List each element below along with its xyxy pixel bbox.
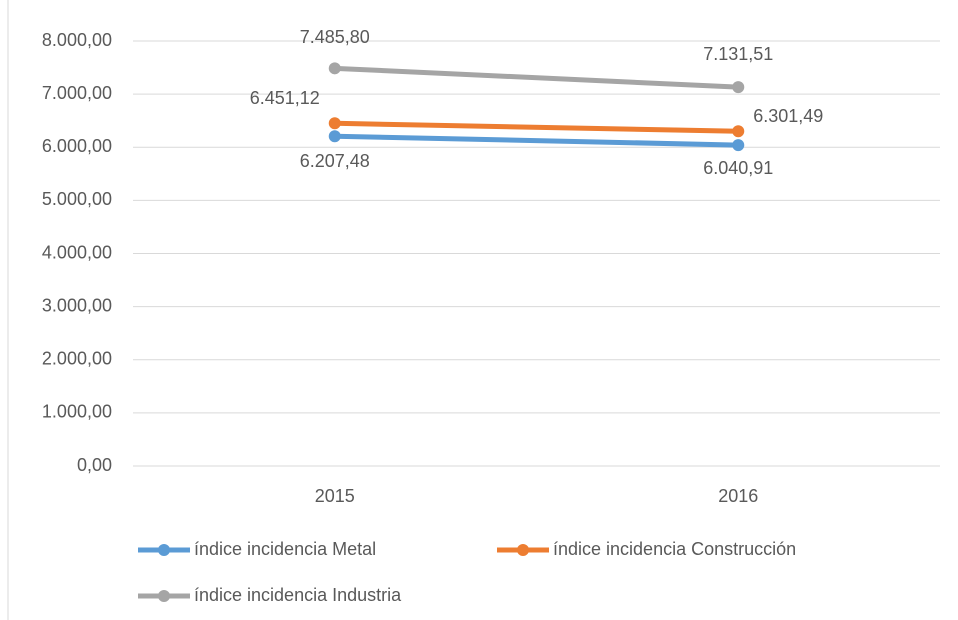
y-tick-label: 7.000,00 — [42, 83, 112, 103]
y-tick-label: 3.000,00 — [42, 295, 112, 315]
y-tick-label: 1.000,00 — [42, 402, 112, 422]
data-point — [732, 139, 745, 152]
data-label: 6.207,48 — [300, 151, 370, 171]
data-label: 7.485,80 — [300, 27, 370, 47]
data-label: 6.301,49 — [753, 106, 823, 126]
data-point — [328, 117, 341, 130]
y-tick-label: 8.000,00 — [42, 30, 112, 50]
data-label: 6.040,91 — [703, 158, 773, 178]
y-tick-label: 0,00 — [77, 455, 112, 475]
data-point — [732, 81, 745, 94]
data-label: 7.131,51 — [703, 44, 773, 64]
x-tick-label: 2016 — [718, 486, 758, 506]
data-point — [328, 130, 341, 143]
y-tick-label: 6.000,00 — [42, 136, 112, 156]
legend-label: índice incidencia Industria — [194, 585, 402, 605]
legend-marker — [158, 590, 170, 602]
legend-marker — [517, 544, 529, 556]
y-tick-label: 5.000,00 — [42, 189, 112, 209]
y-tick-label: 2.000,00 — [42, 349, 112, 369]
data-label: 6.451,12 — [250, 88, 320, 108]
legend-label: índice incidencia Construcción — [553, 539, 796, 559]
legend-label: índice incidencia Metal — [194, 539, 376, 559]
series-line — [332, 65, 741, 90]
series-line — [332, 120, 741, 134]
legend-marker — [158, 544, 170, 556]
y-tick-label: 4.000,00 — [42, 242, 112, 262]
series-line — [332, 133, 741, 148]
data-point — [328, 62, 341, 75]
x-tick-label: 2015 — [315, 486, 355, 506]
data-point — [732, 125, 745, 138]
